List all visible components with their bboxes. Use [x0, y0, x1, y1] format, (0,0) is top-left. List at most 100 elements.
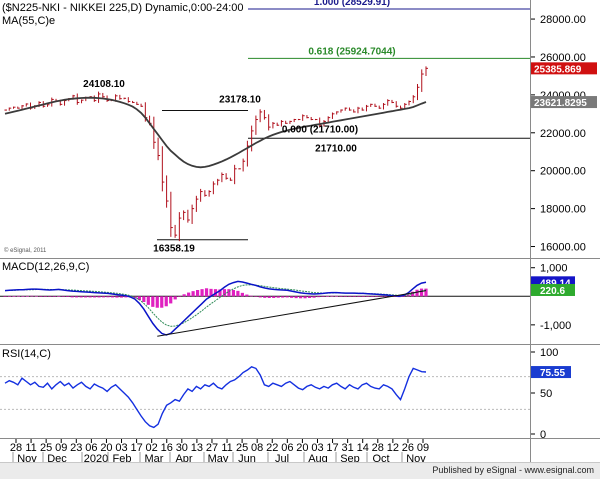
- macd-histogram-bar: [348, 296, 352, 297]
- macd-histogram-bar: [39, 296, 43, 297]
- price-tick-label: 28000.00: [540, 14, 586, 26]
- macd-histogram-bar: [110, 296, 115, 298]
- macd-histogram-bar: [101, 296, 106, 298]
- rsi-tick-100-label: 100: [540, 347, 558, 359]
- time-tick-label: 06: [85, 442, 97, 454]
- macd-histogram-bar: [249, 295, 253, 297]
- macd-histogram-bar: [146, 296, 150, 305]
- time-tick-label: 14: [357, 442, 369, 454]
- time-tick-label: 20: [100, 442, 112, 454]
- time-tick-label: 28: [372, 442, 384, 454]
- macd-histogram-bar: [410, 291, 415, 297]
- rsi-tick-0-label: 0: [540, 429, 546, 441]
- macd-histogram-bar: [21, 296, 25, 297]
- time-tick-label: 28: [10, 442, 22, 454]
- macd-histogram-bar: [236, 290, 240, 297]
- macd-histogram-bar: [281, 296, 285, 298]
- macd-value: 489.14: [540, 278, 571, 289]
- macd-label: MACD(12,26,9,C): [2, 261, 89, 273]
- macd-histogram-bar: [178, 296, 182, 297]
- macd-histogram-bar: [384, 296, 388, 297]
- macd-histogram-bar: [66, 296, 70, 297]
- time-tick-label: 31: [342, 442, 354, 454]
- macd-signal-line: [4, 284, 427, 327]
- macd-histogram-bar: [419, 288, 424, 297]
- time-tick-label: 08: [251, 442, 263, 454]
- macd-line: [4, 280, 427, 336]
- copyright-label: © eSignal, 2011: [4, 247, 47, 254]
- macd-histogram-bar: [276, 296, 280, 298]
- macd-histogram-bar: [258, 296, 262, 298]
- macd-histogram-bar: [402, 296, 406, 297]
- macd-histogram-bar: [325, 296, 330, 297]
- ma-value-tag: [531, 96, 597, 109]
- time-tick-label: 06: [281, 442, 293, 454]
- macd-histogram-bar: [209, 288, 213, 297]
- time-tick-label: 11: [25, 442, 36, 454]
- time-tick-label: 25: [40, 442, 52, 454]
- price-tick-label: 18000.00: [540, 204, 586, 216]
- rsi-tick-50-label: 50: [540, 388, 552, 400]
- macd-histogram-bar: [330, 295, 334, 297]
- macd-histogram-bar: [352, 296, 356, 297]
- ma-55-line: [4, 96, 427, 169]
- time-tick-label: 23: [70, 442, 82, 454]
- last-price-value: 25385.869: [534, 64, 582, 75]
- macd-histogram-bar: [52, 296, 56, 297]
- macd-histogram-bar: [254, 296, 258, 297]
- signal-value-tag: [531, 283, 575, 296]
- macd-histogram-bar: [61, 296, 65, 297]
- price-bars: [4, 66, 428, 242]
- time-tick-label: 12: [387, 442, 399, 454]
- chart-title: ($N225-NKI - NIKKEI 225,D) Dynamic,0:00-…: [2, 2, 244, 14]
- macd-histogram-bar: [366, 296, 370, 297]
- macd-histogram-bar: [30, 295, 34, 297]
- time-tick-label: 17: [326, 442, 338, 454]
- macd-histogram-bar: [191, 291, 195, 297]
- macd-histogram-bar: [231, 290, 236, 297]
- macd-histogram-bar: [316, 296, 321, 298]
- macd-histogram-bar: [379, 296, 383, 297]
- macd-histogram-bar: [97, 296, 101, 298]
- macd-histogram-bar: [361, 296, 365, 297]
- footer-bar: Published by eSignal - www.esignal.com: [0, 462, 600, 479]
- macd-histogram-bar: [285, 296, 289, 298]
- macd-histogram-bar: [375, 296, 379, 297]
- time-tick-label: 13: [191, 442, 203, 454]
- low-16358-label: 16358.19: [153, 244, 195, 255]
- time-tick-label: 09: [55, 442, 67, 454]
- macd-histogram-bar: [263, 296, 267, 298]
- macd-histogram-bar: [142, 296, 146, 302]
- high-24108-label: 24108.10: [83, 79, 125, 90]
- macd-histogram-bar: [267, 296, 271, 298]
- macd-histogram-bar: [298, 296, 303, 299]
- macd-histogram-bar: [115, 296, 119, 298]
- macd-histogram-bar: [88, 296, 92, 298]
- time-tick-label: 03: [311, 442, 323, 454]
- rsi-value: 75.55: [540, 368, 565, 379]
- macd-histogram-bar: [200, 289, 204, 297]
- macd-histogram-bar: [169, 296, 173, 304]
- macd-histogram-bar: [43, 296, 47, 297]
- macd-histogram-bar: [240, 292, 244, 297]
- time-tick-label: 25: [236, 442, 248, 454]
- macd-histogram-bar: [137, 296, 141, 300]
- macd-histogram-bar: [339, 296, 343, 297]
- time-tick-label: 11: [221, 442, 232, 454]
- price-tick-label: 22000.00: [540, 128, 586, 140]
- macd-histogram-bar: [151, 296, 155, 307]
- macd-histogram-bar: [92, 296, 97, 298]
- time-tick-label: 17: [130, 442, 142, 454]
- macd-histogram-bar: [357, 296, 361, 297]
- macd-histogram-bar: [343, 296, 347, 297]
- macd-histogram-bar: [272, 296, 276, 298]
- last-price-tag: [531, 62, 597, 75]
- macd-histogram-bar: [34, 295, 38, 297]
- price-tick-label: 20000.00: [540, 166, 586, 178]
- macd-histogram-bar: [84, 296, 88, 298]
- macd-histogram-bar: [370, 296, 374, 297]
- ma-value: 23621.8295: [534, 98, 587, 109]
- ma-label: MA(55,C)e: [2, 15, 55, 27]
- time-tick-label: 26: [402, 442, 414, 454]
- macd-histogram-bar: [164, 296, 168, 307]
